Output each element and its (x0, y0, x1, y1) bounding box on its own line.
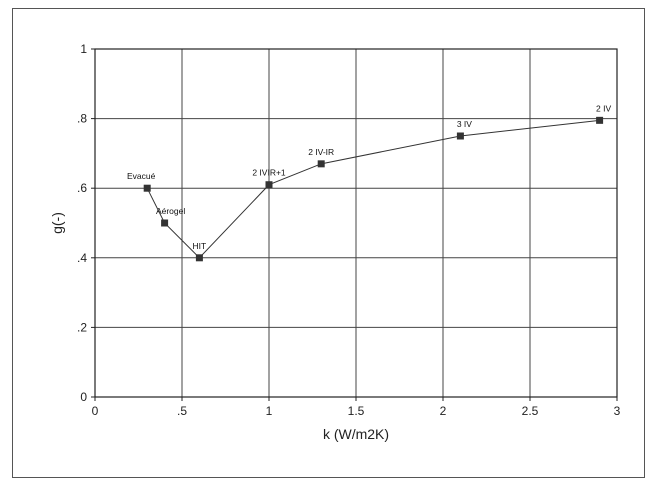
x-tick-label: 3 (614, 404, 621, 418)
data-point-marker (143, 184, 151, 192)
data-point-marker (596, 116, 604, 124)
x-tick-label: 1 (266, 404, 273, 418)
y-tick-label: .8 (77, 112, 87, 126)
y-tick-label: .2 (77, 320, 87, 334)
series-line (146, 119, 600, 259)
data-point-label: 3 IV (457, 119, 472, 129)
data-point-marker (265, 181, 273, 189)
x-axis-label: k (W/m2K) (323, 426, 389, 442)
x-tick-label: 2 (440, 404, 447, 418)
data-point-label: HIT (193, 241, 207, 251)
data-point-marker (195, 254, 203, 262)
data-point-label: 2 IV-IR (308, 147, 334, 157)
y-tick-label: 0 (80, 390, 87, 404)
y-tick-label: .4 (77, 251, 87, 265)
data-point-label: 2 IVIR+1 (252, 168, 286, 178)
axis-ticks: 0 .5 1 1.5 2 2.5 3 0 .2 .4 .6 .8 1 (77, 42, 621, 418)
data-point-marker (456, 132, 464, 140)
x-tick-label: 1.5 (348, 404, 365, 418)
y-tick-label: .6 (77, 181, 87, 195)
data-point-marker (161, 219, 169, 227)
y-axis-label: g(-) (49, 212, 65, 234)
x-tick-label: .5 (177, 404, 187, 418)
x-tick-label: 0 (92, 404, 99, 418)
figure-frame (12, 8, 645, 478)
x-tick-label: 2.5 (522, 404, 539, 418)
grid (94, 48, 618, 398)
data-point-label: Aérogel (156, 206, 185, 216)
data-point-label: Evacué (127, 171, 156, 181)
data-series (143, 116, 604, 262)
point-labels: Evacué Aérogel HIT 2 IVIR+1 2 IV-IR 3 IV 2 IV (127, 103, 611, 250)
data-point-marker (317, 160, 325, 168)
y-tick-label: 1 (80, 42, 87, 56)
data-point-label: 2 IV (596, 103, 611, 113)
